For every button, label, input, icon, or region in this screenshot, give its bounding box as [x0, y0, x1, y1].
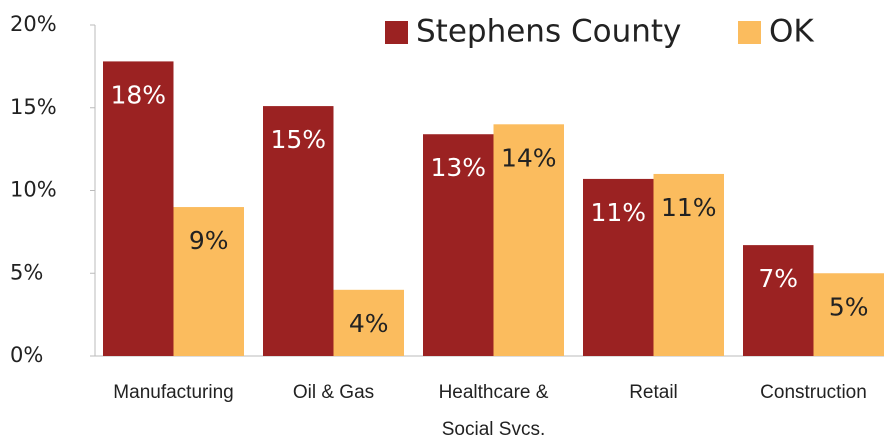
x-tick-label: Manufacturing — [113, 382, 233, 403]
y-tick-label: 0% — [10, 343, 43, 367]
y-tick-label: 10% — [10, 178, 57, 202]
bar — [263, 106, 334, 356]
y-tick-label: 20% — [10, 12, 57, 36]
data-label: 11% — [661, 193, 717, 222]
data-label: 5% — [829, 292, 869, 321]
x-tick-label: Oil & Gas — [293, 382, 374, 403]
data-label: 4% — [349, 309, 389, 338]
data-label: 11% — [590, 198, 646, 227]
x-tick-label: Construction — [760, 382, 867, 403]
bar — [583, 178, 654, 356]
x-tick-label: Social Svcs. — [442, 419, 545, 440]
bar — [423, 134, 494, 356]
bar — [653, 173, 724, 356]
bar — [173, 207, 244, 356]
bar — [493, 124, 564, 356]
bar — [333, 289, 404, 356]
bar — [743, 245, 814, 356]
data-label: 13% — [430, 153, 486, 182]
data-label: 18% — [110, 80, 166, 109]
data-label: 9% — [189, 226, 229, 255]
x-tick-label: Healthcare & — [439, 382, 549, 403]
legend-swatch — [738, 21, 761, 44]
bar — [103, 61, 174, 356]
y-tick-label: 5% — [10, 260, 43, 284]
data-label: 15% — [270, 125, 326, 154]
x-tick-label: Retail — [629, 382, 678, 403]
y-tick-label: 15% — [10, 95, 57, 119]
legend-swatch — [385, 21, 408, 44]
legend-label: Stephens County — [416, 14, 681, 50]
bar — [813, 273, 884, 356]
data-label: 7% — [758, 264, 798, 293]
legend-label: OK — [769, 14, 814, 50]
data-label: 14% — [501, 143, 557, 172]
